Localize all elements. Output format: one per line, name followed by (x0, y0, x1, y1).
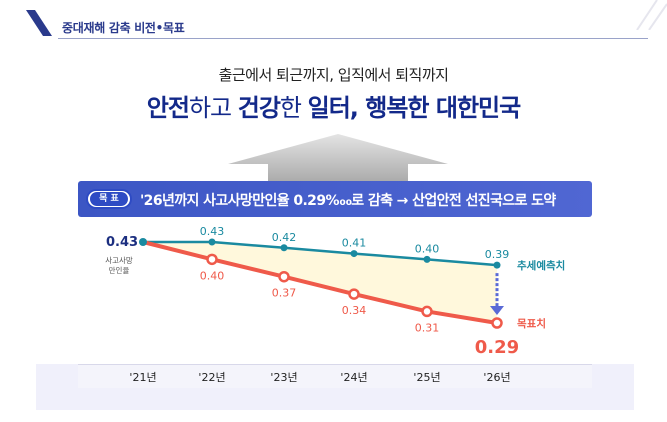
target-point (491, 317, 503, 329)
goal-banner: 목 표 '26년까지 사고사망만인율 0.29‱로 감축 → 산업안전 선진국으… (78, 181, 592, 217)
target-value-label: 0.40 (200, 269, 225, 282)
trend-point (423, 255, 431, 263)
page-title: 안전하고 건강한 일터, 행복한 대한민국 (0, 88, 667, 123)
trend-point (280, 244, 288, 252)
trend-point (208, 238, 216, 246)
title-part-1: 하고 (188, 94, 238, 122)
target-end-label: 0.29 (475, 337, 519, 358)
trend-value-label: 0.41 (342, 237, 367, 250)
trend-value-label: 0.42 (272, 231, 297, 244)
target-point (348, 288, 360, 300)
target-point (278, 270, 290, 283)
x-tick-label: '22년 (198, 371, 225, 384)
goal-badge: 목 표 (86, 189, 132, 209)
trend-value-label: 0.39 (485, 248, 510, 261)
header-divider (58, 38, 648, 39)
title-part-2: 건강 (237, 94, 281, 122)
trend-series-name: 추세예측치 (517, 259, 565, 272)
goal-banner-text: '26년까지 사고사망만인율 0.29‱로 감축 → 산업안전 선진국으로 도약 (140, 193, 556, 209)
up-arrow-icon (228, 134, 448, 184)
chevron-logo-icon (26, 10, 52, 36)
x-tick-label: '26년 (483, 371, 510, 384)
trend-point (350, 250, 358, 258)
target-value-label: 0.37 (272, 287, 297, 300)
target-value-label: 0.34 (342, 304, 367, 317)
corner-decoration-icon (636, 0, 667, 30)
reduction-arrow-head (490, 306, 504, 315)
start-value-label: 0.43 (106, 235, 138, 250)
target-line (142, 240, 498, 325)
header-title: 중대재해 감축 비전•목표 (62, 21, 185, 35)
x-tick-label: '25년 (413, 371, 440, 384)
target-value-label: 0.31 (415, 321, 440, 334)
title-part-0: 안전 (146, 94, 190, 122)
page-header: 중대재해 감축 비전•목표 (0, 0, 667, 50)
trend-value-label: 0.40 (415, 242, 440, 255)
title-part-3: 한 (279, 94, 308, 122)
x-tick-label: '23년 (270, 371, 297, 384)
y-axis-label: 사고사망 (105, 255, 133, 265)
goal-badge-label: 목 표 (90, 192, 128, 206)
title-part-4: 일터, 행복한 대한민국 (307, 94, 522, 122)
x-tick-label: '24년 (340, 371, 367, 384)
y-axis-label: 만인율 (109, 265, 130, 275)
target-point (206, 253, 218, 266)
x-axis-strip (78, 364, 592, 388)
trend-line (143, 240, 498, 267)
trend-value-label: 0.43 (200, 225, 225, 238)
trend-point (493, 261, 501, 269)
page-subtitle: 출근에서 퇴근까지, 입직에서 퇴직까지 (218, 66, 449, 84)
x-tick-label: '21년 (129, 371, 156, 384)
start-point (139, 238, 147, 246)
target-series-name: 목표치 (517, 317, 546, 330)
target-point (421, 305, 433, 318)
